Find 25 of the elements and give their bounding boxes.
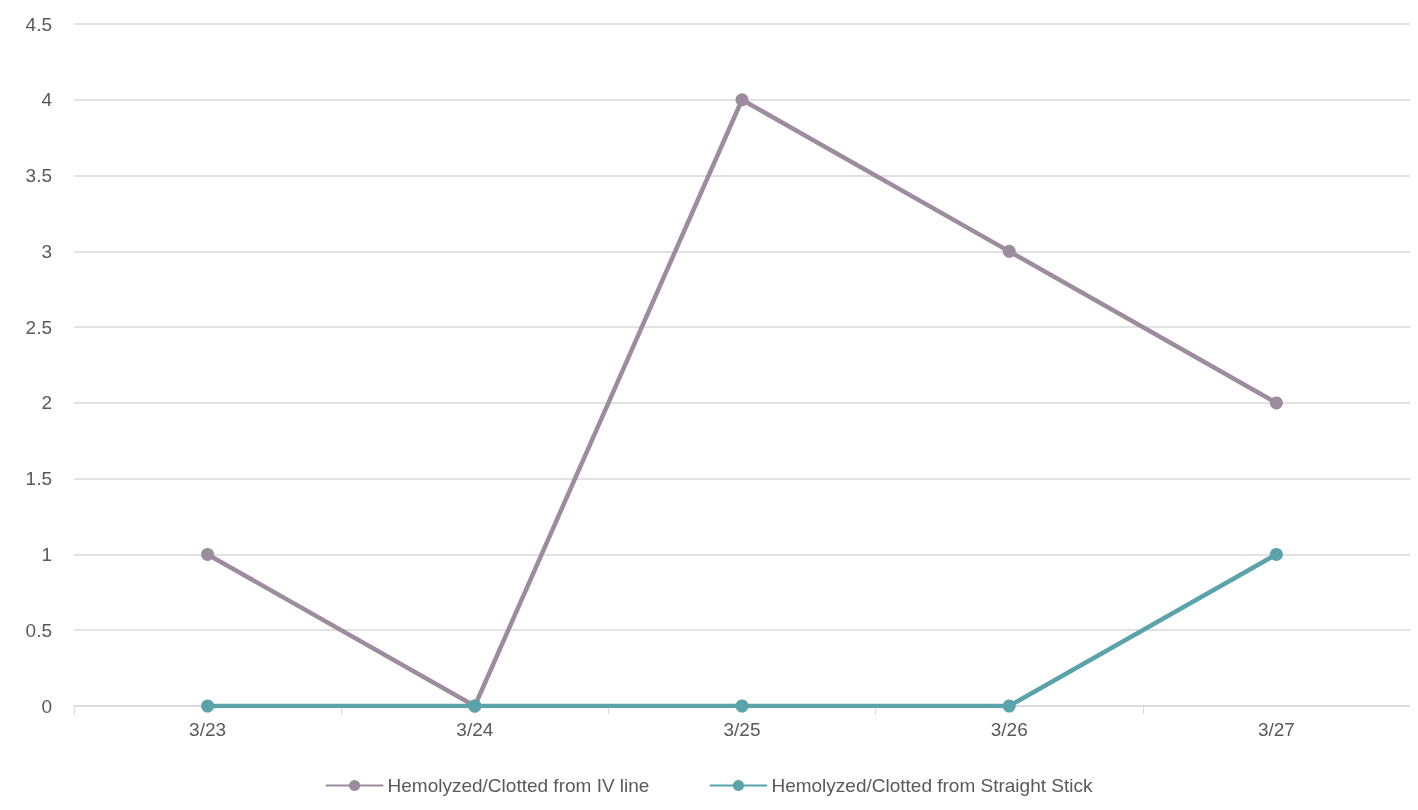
point bbox=[201, 699, 215, 713]
point bbox=[1269, 547, 1283, 561]
point bbox=[201, 547, 215, 561]
y-tick-label: 0.5 bbox=[25, 619, 52, 641]
y-tick-label: 4.5 bbox=[25, 13, 52, 35]
x-tick-label: 3/24 bbox=[456, 719, 494, 740]
y-tick-label: 0 bbox=[41, 695, 52, 717]
y-tick-label: 3 bbox=[41, 240, 52, 262]
x-tick-label: 3/27 bbox=[1257, 719, 1295, 740]
point bbox=[1002, 244, 1016, 258]
y-tick-label: 1.5 bbox=[25, 468, 52, 490]
y-tick-label: 1 bbox=[41, 543, 52, 565]
y-tick-label: 4 bbox=[41, 89, 53, 111]
legend-label: Hemolyzed/Clotted from IV line bbox=[387, 775, 650, 796]
point bbox=[735, 93, 749, 107]
x-tick-label: 3/23 bbox=[189, 719, 227, 740]
x-tick-label: 3/25 bbox=[723, 719, 761, 740]
point bbox=[1002, 699, 1016, 713]
y-tick-label: 2 bbox=[41, 392, 52, 414]
y-tick-label: 3.5 bbox=[25, 165, 52, 187]
point bbox=[1269, 396, 1283, 410]
y-tick-label: 2.5 bbox=[25, 316, 52, 338]
legend-label: Hemolyzed/Clotted from Straight Stick bbox=[771, 775, 1093, 796]
x-tick-label: 3/26 bbox=[990, 719, 1028, 740]
point bbox=[735, 699, 749, 713]
